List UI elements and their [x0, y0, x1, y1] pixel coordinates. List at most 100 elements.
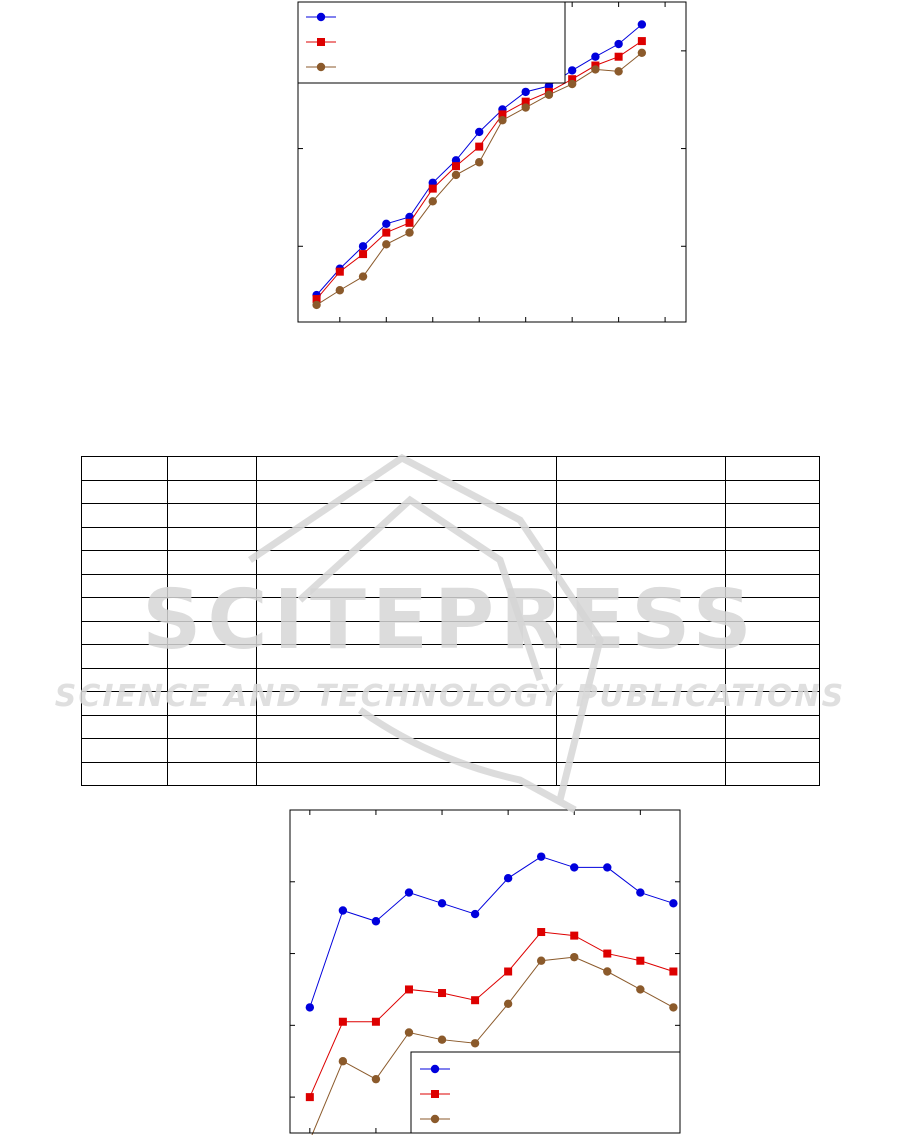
- table-row: [81, 456, 820, 481]
- table-row: [81, 714, 820, 739]
- data-point: [504, 967, 513, 976]
- table-row: [81, 644, 820, 669]
- data-point: [405, 218, 414, 227]
- data-point: [312, 300, 321, 310]
- table-cell: [725, 761, 820, 786]
- data-point: [591, 52, 600, 61]
- table-cell: [556, 620, 727, 645]
- data-point: [471, 996, 480, 1005]
- data-point: [536, 852, 546, 861]
- data-point: [371, 1017, 380, 1026]
- data-point: [568, 75, 577, 84]
- table-cell: [81, 597, 168, 622]
- data-point: [371, 917, 381, 926]
- table-row: [81, 667, 820, 692]
- data-point: [305, 1003, 315, 1012]
- table-cell: [556, 761, 727, 786]
- table-cell: [556, 456, 727, 481]
- table-cell: [255, 620, 558, 645]
- table-cell: [81, 550, 168, 575]
- data-point: [428, 184, 437, 193]
- data-point: [603, 863, 612, 872]
- data-point: [438, 989, 447, 998]
- table-cell: [255, 644, 558, 669]
- table-cell: [556, 738, 727, 763]
- table-cell: [556, 597, 727, 622]
- table-cell: [166, 714, 257, 739]
- data-point: [521, 87, 530, 97]
- data-point: [603, 949, 612, 958]
- table-cell: [255, 761, 558, 786]
- table-cell: [81, 691, 168, 716]
- data-point: [521, 103, 530, 112]
- legend-marker: [430, 1064, 440, 1074]
- series-line: [311, 956, 674, 1135]
- table-cell: [255, 456, 558, 481]
- table-row: [81, 479, 820, 504]
- table-cell: [166, 597, 257, 622]
- table-cell: [725, 620, 820, 645]
- series-3: [311, 952, 678, 1135]
- table-cell: [556, 644, 727, 669]
- data-point: [570, 863, 579, 872]
- data-point: [669, 967, 678, 976]
- table-cell: [166, 573, 257, 598]
- data-point: [359, 250, 368, 259]
- table-cell: [725, 479, 820, 504]
- legend-entry-3: [420, 1114, 450, 1124]
- data-point: [603, 967, 612, 976]
- data-point: [475, 158, 484, 167]
- data-point: [544, 90, 554, 100]
- data-point: [470, 1039, 480, 1048]
- table-row: [81, 573, 820, 598]
- data-point: [636, 985, 645, 994]
- data-point: [637, 48, 647, 58]
- legend-marker: [431, 1090, 439, 1098]
- data-point: [358, 242, 368, 251]
- table-row: [81, 503, 820, 528]
- table-row: [81, 691, 820, 716]
- data-point: [312, 295, 321, 304]
- data-point: [335, 267, 344, 276]
- table-cell: [255, 503, 558, 528]
- data-point: [614, 67, 623, 76]
- series-line: [309, 856, 674, 1008]
- data-point: [570, 931, 579, 940]
- table-cell: [725, 597, 820, 622]
- table-cell: [166, 526, 257, 551]
- table-cell: [81, 573, 168, 598]
- table-cell: [556, 667, 727, 692]
- table-cell: [166, 503, 257, 528]
- table-cell: [556, 503, 727, 528]
- legend-entry-1: [306, 12, 336, 22]
- table-cell: [255, 714, 558, 739]
- data-point: [567, 66, 577, 75]
- series-line: [309, 931, 674, 1098]
- data-point: [537, 928, 546, 937]
- table-cell: [81, 738, 168, 763]
- legend-entry-2: [420, 1090, 450, 1098]
- data-point: [338, 906, 348, 915]
- data-point: [567, 79, 577, 89]
- data-point: [475, 142, 484, 151]
- data-point: [637, 37, 646, 46]
- data-point: [335, 286, 345, 295]
- data-point: [437, 899, 447, 908]
- table-cell: [556, 714, 727, 739]
- data-point: [382, 240, 391, 249]
- data-point: [614, 39, 623, 49]
- table-cell: [725, 573, 820, 598]
- data-point: [404, 888, 414, 897]
- data-point: [669, 899, 678, 908]
- table-cell: [725, 550, 820, 575]
- legend-entry-1: [420, 1064, 450, 1074]
- table-row: [81, 526, 820, 551]
- figure-2-series: [305, 852, 678, 1135]
- table-cell: [255, 667, 558, 692]
- figure-2-legend: [410, 1051, 681, 1134]
- data-point: [404, 1028, 414, 1037]
- table-cell: [255, 738, 558, 763]
- table-cell: [81, 479, 168, 504]
- table-row: [81, 761, 820, 786]
- table-cell: [81, 667, 168, 692]
